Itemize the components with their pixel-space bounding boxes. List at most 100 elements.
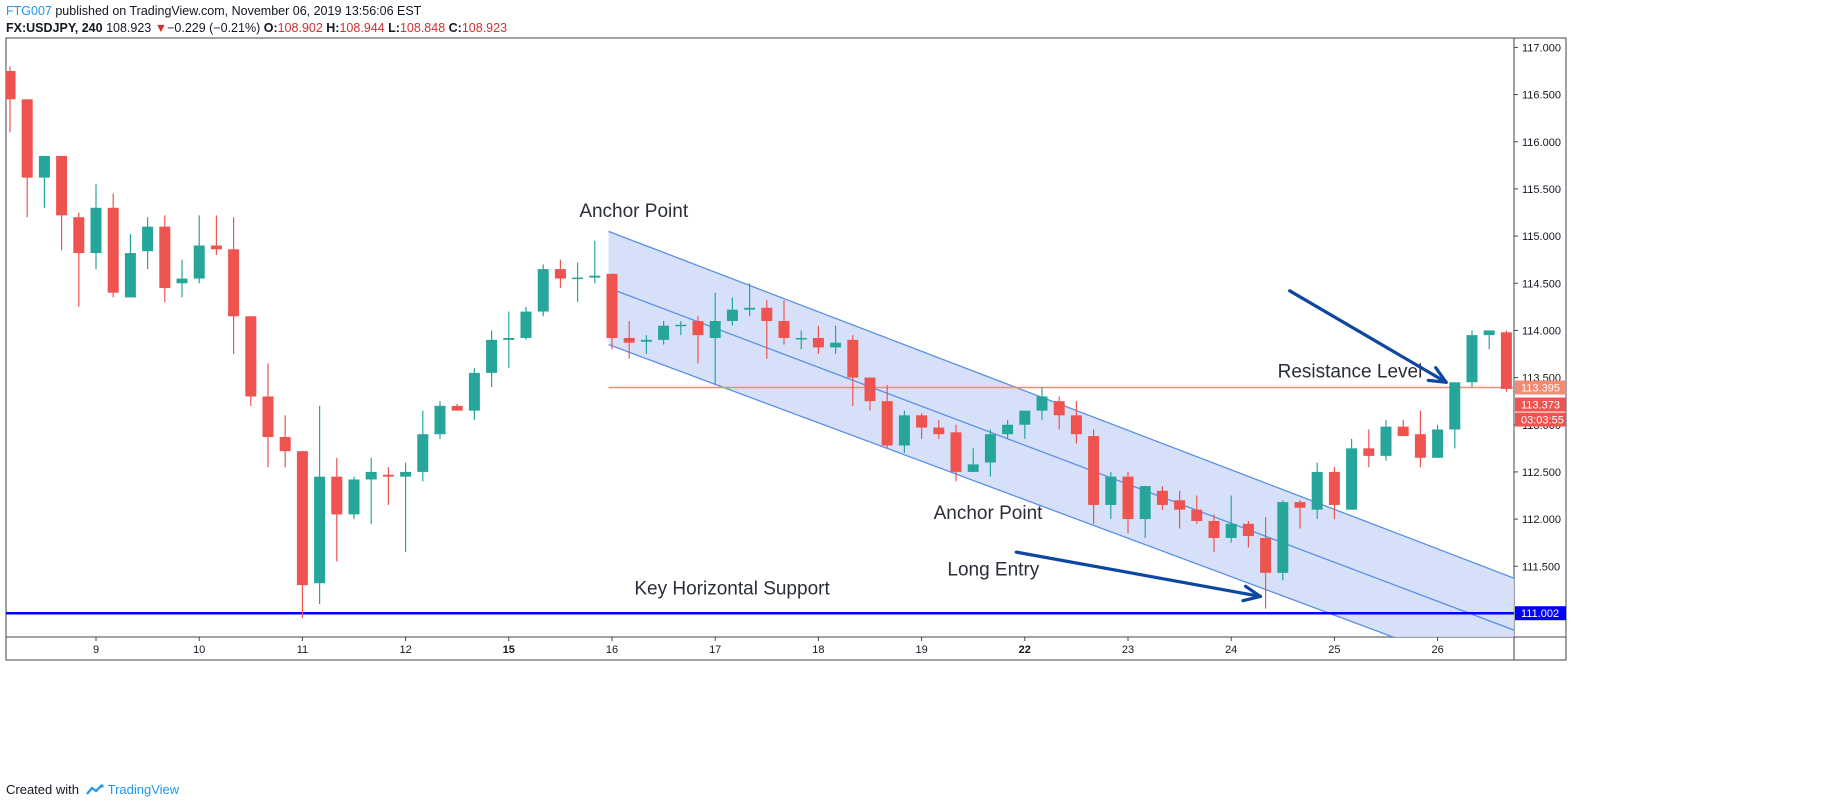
candle <box>898 410 910 454</box>
candle <box>486 330 498 388</box>
time-tick-label: 10 <box>193 644 205 656</box>
time-tick-label: 15 <box>503 644 515 656</box>
candle <box>21 99 33 218</box>
candle-body <box>503 337 515 340</box>
time-tick-label: 26 <box>1431 644 1443 656</box>
candle <box>331 457 343 562</box>
candle-body <box>1070 415 1082 435</box>
candle <box>1070 401 1082 444</box>
symbol-label[interactable]: FX:USDJPY, 240 <box>6 21 103 35</box>
candle-body <box>486 339 498 373</box>
price-tick-label: 111.500 <box>1522 561 1560 573</box>
price-tick-label: 114.500 <box>1522 278 1561 290</box>
candle <box>950 424 962 482</box>
candle <box>726 297 738 326</box>
candle <box>6 66 16 133</box>
candle-body <box>554 269 566 279</box>
candle <box>589 240 601 284</box>
tradingview-link[interactable]: TradingView <box>107 782 180 797</box>
arrow-head-icon <box>1426 366 1448 384</box>
candle-body <box>73 217 85 254</box>
candle-body <box>623 337 635 343</box>
candle-body <box>38 155 50 178</box>
candle <box>1002 420 1014 439</box>
low-label: L: <box>388 21 400 35</box>
candle-body <box>1294 502 1306 508</box>
candle <box>314 405 326 604</box>
time-tick-label: 23 <box>1122 644 1134 656</box>
change-down-icon: ▼ <box>154 21 168 35</box>
candle-body <box>1260 537 1272 573</box>
price-tag-bg <box>1515 380 1566 395</box>
candle-body <box>1483 330 1495 336</box>
close-value: 108.923 <box>461 21 508 35</box>
candle <box>193 215 205 284</box>
candle-body <box>744 307 756 310</box>
price-tag-bg <box>1515 397 1566 412</box>
candle-body <box>1346 448 1358 510</box>
candle-body <box>468 372 480 411</box>
candle-body <box>1432 429 1444 458</box>
candle <box>1294 500 1306 529</box>
open-value: 108.902 <box>277 21 323 35</box>
candle-body <box>606 273 618 338</box>
candle <box>245 316 257 406</box>
time-tick-label: 18 <box>812 644 824 656</box>
candle-body <box>1380 426 1392 456</box>
candle-body <box>795 337 807 340</box>
candle <box>434 401 446 439</box>
footer: Created with TradingView <box>6 782 179 797</box>
candle-body <box>124 253 136 298</box>
price-tag: 111.002 <box>1515 606 1566 621</box>
candle-body <box>984 434 996 463</box>
candle-body <box>1122 476 1134 520</box>
publisher-link[interactable]: FTG007 <box>6 4 52 18</box>
time-tick-label: 11 <box>297 644 308 656</box>
candle <box>1191 495 1203 524</box>
candle-body <box>916 415 928 428</box>
regression-channel <box>608 231 1514 637</box>
annotation-label: Anchor Point <box>579 201 689 222</box>
candle <box>675 320 687 336</box>
candle-body <box>1174 500 1186 510</box>
candle-body <box>1328 471 1340 505</box>
candle-body <box>967 464 979 472</box>
candle-body <box>210 245 222 250</box>
candle-body <box>761 307 773 321</box>
candle <box>692 316 704 364</box>
candle-body <box>279 437 291 452</box>
candle <box>1122 471 1134 534</box>
candle <box>107 193 119 298</box>
annotation-label: Anchor Point <box>934 503 1044 524</box>
candle <box>348 476 360 520</box>
candle <box>1242 520 1254 548</box>
candle <box>606 273 618 350</box>
price-tag-bg <box>1515 606 1566 621</box>
candle <box>124 234 136 298</box>
candle <box>1397 420 1409 437</box>
candle <box>210 215 222 255</box>
candle <box>400 462 412 553</box>
candle <box>572 262 584 303</box>
price-tick-label: 112.500 <box>1522 467 1561 479</box>
candle-body <box>589 275 601 278</box>
candle-body <box>1191 509 1203 521</box>
candle <box>881 385 893 449</box>
candle-body <box>933 427 945 435</box>
candle <box>142 217 154 270</box>
candle <box>554 259 566 288</box>
candle <box>984 429 996 477</box>
candle-body <box>159 226 171 288</box>
candle-body <box>778 320 790 338</box>
candle <box>1139 486 1151 538</box>
published-text: published on TradingView.com, November 0… <box>55 4 422 18</box>
candle <box>1174 490 1186 529</box>
candle <box>451 404 463 411</box>
candle-body <box>1449 382 1461 430</box>
candle <box>382 467 394 505</box>
candle <box>1105 471 1117 520</box>
candle <box>90 184 102 270</box>
time-tick-label: 12 <box>399 644 411 656</box>
candle-body <box>228 249 240 317</box>
